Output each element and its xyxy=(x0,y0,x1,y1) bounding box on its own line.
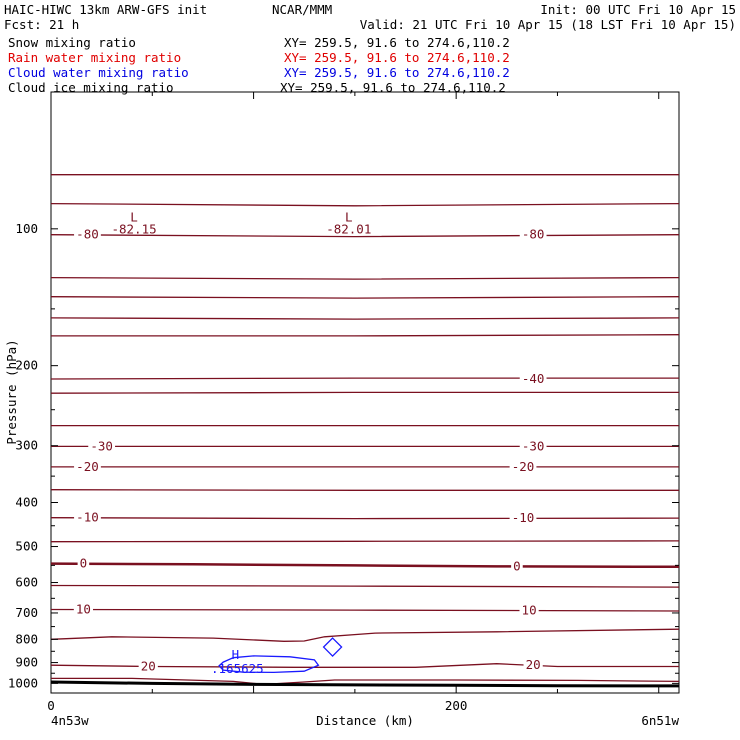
contour-label-gap xyxy=(74,511,101,524)
terrain xyxy=(50,680,680,688)
temperature-contour-label: -40 xyxy=(522,371,545,386)
y-tick-label: 200 xyxy=(15,358,38,373)
contour-label-gap xyxy=(509,512,537,525)
temperature-contour-line xyxy=(50,202,680,207)
high-value: .165625 xyxy=(211,661,264,676)
y-tick-label: 800 xyxy=(15,631,38,646)
temperature-contour-line xyxy=(50,584,680,588)
y-tick-label: 1000 xyxy=(8,675,38,690)
temperature-contour-line xyxy=(51,677,680,686)
center-credit: NCAR/MMM xyxy=(272,2,332,17)
terrain-line xyxy=(50,680,680,688)
contour-label-gap xyxy=(523,658,543,671)
y-tick-label: 100 xyxy=(15,221,38,236)
max-marker-diamond xyxy=(322,637,343,657)
temperature-contour-label: -10 xyxy=(76,510,99,525)
temperature-contour-label: 0 xyxy=(80,556,88,571)
field-xy-cloud-water: XY= 259.5, 91.6 to 274.6,110.2 xyxy=(284,65,510,80)
run-title: HAIC-HIWC 13km ARW-GFS init xyxy=(4,2,207,17)
contour-label-gap xyxy=(519,440,547,453)
high-marker: H xyxy=(232,647,240,662)
contour-label-gap xyxy=(519,373,547,386)
temperature-contour-label: -30 xyxy=(90,438,113,453)
temperature-contour-line xyxy=(50,276,680,280)
temperature-contour-line xyxy=(50,296,680,299)
temperature-contour-label: 0 xyxy=(513,558,521,573)
temperature-contour-label: -20 xyxy=(76,459,99,474)
temperature-contour-label: -80 xyxy=(522,227,545,242)
temperature-contour-line xyxy=(51,334,680,337)
temperature-contour-line xyxy=(50,562,680,569)
temperature-contour-line xyxy=(50,377,679,380)
x-axis: 0 200 xyxy=(47,92,660,713)
field-name-snow: Snow mixing ratio xyxy=(8,35,136,50)
temperature-contour-line xyxy=(50,628,680,642)
header: HAIC-HIWC 13km ARW-GFS init NCAR/MMM Ini… xyxy=(4,2,736,95)
contour-label-gap xyxy=(73,603,94,616)
cloud-water-contours: H.165625 xyxy=(211,637,343,676)
contour-label-gap xyxy=(88,440,116,453)
low-value: -82.15 xyxy=(111,222,156,237)
field-xy-cloud-ice: XY= 259.5, 91.6 to 274.6,110.2 xyxy=(280,80,506,95)
field-name-cloud-water: Cloud water mixing ratio xyxy=(8,65,189,80)
y-tick-label: 300 xyxy=(15,438,38,453)
contour-label-gap xyxy=(519,604,539,617)
temperature-contour-line xyxy=(50,234,680,238)
contour-label-gap xyxy=(77,557,90,570)
contour-label-gap xyxy=(74,460,101,473)
field-name-cloud-ice: Cloud ice mixing ratio xyxy=(8,80,174,95)
low-marker: L xyxy=(345,210,353,225)
temperature-contour-label: 10 xyxy=(76,602,91,617)
temperature-contour-label: 10 xyxy=(522,602,537,617)
temperature-contour-label: -10 xyxy=(512,510,535,525)
y-tick-label: 400 xyxy=(15,494,38,509)
extrema-labels: L-82.15L-82.01 xyxy=(111,210,371,237)
contour-label-gap xyxy=(509,460,537,473)
forecast-hour: Fcst: 21 h xyxy=(4,17,79,32)
field-xy-snow: XY= 259.5, 91.6 to 274.6,110.2 xyxy=(284,35,510,50)
temperature-contour-label: -30 xyxy=(522,438,545,453)
temperature-contour-line xyxy=(50,391,679,394)
temperature-contour-line xyxy=(50,540,680,543)
field-name-rain: Rain water mixing ratio xyxy=(8,50,181,65)
contour-label-gap xyxy=(74,228,101,241)
left-endpoint-label: 4n53w xyxy=(51,713,89,728)
valid-time: Valid: 21 UTC Fri 10 Apr 15 (18 LST Fri … xyxy=(360,17,736,32)
y-axis-label: Pressure (hPa) xyxy=(4,339,19,444)
temperature-contour-labels: -80 -80 -40 -30 -30 -20 -20 -10 -10 0 0 10 10 20 20 xyxy=(73,227,547,673)
temperature-contour-label: 20 xyxy=(526,657,541,672)
contour-label-gap xyxy=(519,228,547,241)
y-tick-label: 500 xyxy=(15,539,38,554)
x-axis-label: Distance (km) xyxy=(316,713,414,728)
temperature-contour-line xyxy=(50,489,679,491)
temperature-contour-label: -20 xyxy=(512,459,535,474)
low-marker: L xyxy=(130,210,138,225)
temperature-contour-label: 20 xyxy=(141,658,156,673)
contour-label-gap xyxy=(138,660,158,673)
init-time: Init: 00 UTC Fri 10 Apr 15 xyxy=(540,2,736,17)
temperature-contours xyxy=(50,174,680,686)
cloud-water-contour xyxy=(218,655,320,674)
temperature-contour-line xyxy=(50,317,680,320)
temperature-contour-label: -80 xyxy=(76,227,99,242)
y-tick-label: 600 xyxy=(15,575,38,590)
temperature-contour-line xyxy=(50,608,680,612)
y-tick-label: 700 xyxy=(15,605,38,620)
contour-label-gap xyxy=(511,560,523,573)
low-value: -82.01 xyxy=(326,222,371,237)
field-xy-rain: XY= 259.5, 91.6 to 274.6,110.2 xyxy=(284,50,510,65)
right-endpoint-label: 6n51w xyxy=(641,713,679,728)
x-tick-label: 200 xyxy=(445,698,468,713)
temperature-contour-line xyxy=(50,517,680,520)
y-tick-label: 900 xyxy=(15,655,38,670)
x-tick-label: 0 xyxy=(47,698,55,713)
